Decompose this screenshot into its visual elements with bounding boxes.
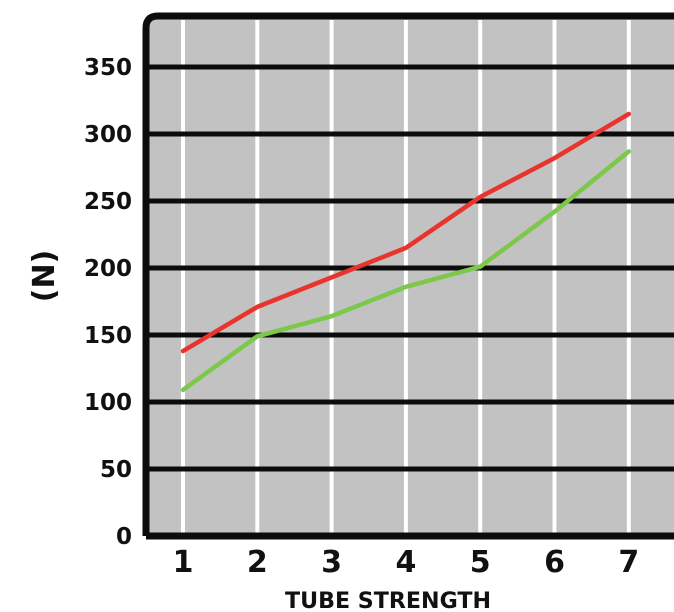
y-tick-label: 250 [84, 189, 132, 215]
series-line-2 [180, 149, 632, 393]
x-tick-label: 4 [395, 545, 416, 580]
x-tick-labels: 1 2 3 4 5 6 7 [173, 545, 640, 580]
x-tick-label: 1 [173, 545, 194, 580]
x-axis-title: TUBE STRENGTH [285, 589, 491, 612]
plot-frame [142, 12, 674, 536]
y-tick-label: 200 [84, 256, 132, 282]
y-tick-label: 350 [84, 55, 132, 81]
x-tick-label: 6 [544, 545, 565, 580]
x-tick-label: 2 [247, 545, 268, 580]
y-tick-label: 0 [116, 524, 132, 550]
series-layer [180, 111, 632, 393]
plot-background [146, 16, 674, 536]
y-tick-label: 150 [84, 323, 132, 349]
y-tick-label: 100 [84, 390, 132, 416]
y-axis-title: (N) [27, 250, 62, 303]
x-tick-label: 5 [470, 545, 491, 580]
x-tick-label: 3 [321, 545, 342, 580]
series-line-1 [180, 111, 632, 354]
y-tick-label: 300 [84, 122, 132, 148]
y-tick-label: 50 [100, 457, 132, 483]
x-tick-label: 7 [618, 545, 639, 580]
y-tick-labels: 0 50 100 150 200 250 300 350 [84, 55, 132, 550]
